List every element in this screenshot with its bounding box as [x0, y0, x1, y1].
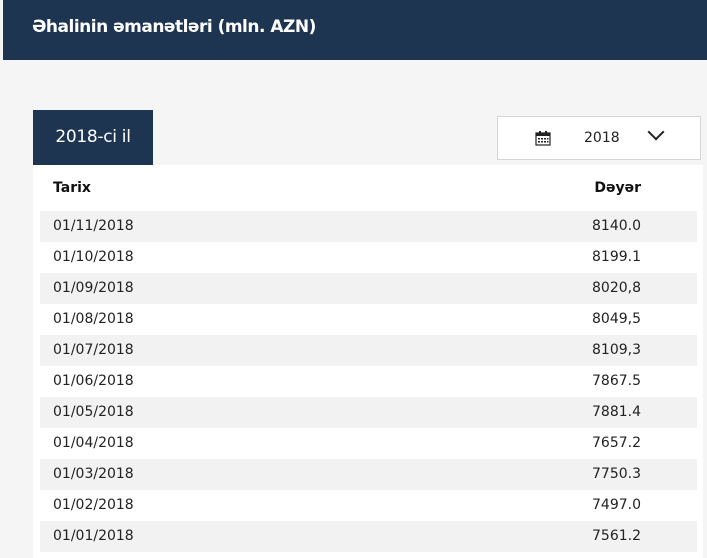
table-row: 01/05/2018 7881.4 [40, 397, 697, 428]
row-date: 01/03/2018 [53, 466, 134, 482]
row-date: 01/08/2018 [53, 311, 134, 327]
row-date: 01/05/2018 [53, 404, 134, 420]
table-row: 01/01/2018 7561.2 [40, 521, 697, 552]
table-row: 01/10/2018 8199.1 [40, 242, 697, 273]
row-value: 8049,5 [592, 311, 641, 327]
table-row: 01/04/2018 7657.2 [40, 428, 697, 459]
table-row: 01/07/2018 8109,3 [40, 335, 697, 366]
row-value: 7657.2 [592, 435, 641, 451]
chevron-down-icon [647, 123, 665, 141]
row-date: 01/07/2018 [53, 342, 134, 358]
table-row: 01/06/2018 7867.5 [40, 366, 697, 397]
row-value: 8020,8 [592, 280, 641, 296]
row-value: 7867.5 [592, 373, 641, 389]
table-row: 01/11/2018 8140.0 [40, 211, 697, 242]
table-row: 01/09/2018 8020,8 [40, 273, 697, 304]
row-value: 7750.3 [592, 466, 641, 482]
column-header-date: Tarix [53, 180, 91, 196]
row-value: 7497.0 [592, 497, 641, 513]
row-value: 8199.1 [592, 249, 641, 265]
tab-year[interactable]: 2018-ci il [33, 110, 153, 165]
table-row: 01/02/2018 7497.0 [40, 490, 697, 521]
table-row: 01/08/2018 8049,5 [40, 304, 697, 335]
row-value: 8109,3 [592, 342, 641, 358]
row-value: 7881.4 [592, 404, 641, 420]
row-date: 01/01/2018 [53, 528, 134, 544]
page-title: Əhalinin əmanətləri (mln. AZN) [32, 17, 316, 37]
table-row: 01/03/2018 7750.3 [40, 459, 697, 490]
row-date: 01/02/2018 [53, 497, 134, 513]
row-date: 01/09/2018 [53, 280, 134, 296]
row-date: 01/10/2018 [53, 249, 134, 265]
calendar-icon [535, 131, 551, 146]
page-header: Əhalinin əmanətləri (mln. AZN) [3, 0, 707, 60]
row-date: 01/06/2018 [53, 373, 134, 389]
row-date: 01/04/2018 [53, 435, 134, 451]
row-value: 8140.0 [592, 218, 641, 234]
column-header-value: Dəyər [594, 180, 641, 196]
table-body: 01/11/2018 8140.0 01/10/2018 8199.1 01/09/20… [40, 211, 697, 552]
year-select[interactable]: 2018 [497, 116, 701, 160]
year-select-value: 2018 [584, 130, 620, 146]
row-value: 7561.2 [592, 528, 641, 544]
data-table: Tarix Dəyər 01/11/2018 8140.0 01/10/2018 81… [33, 165, 703, 558]
row-date: 01/11/2018 [53, 218, 134, 234]
